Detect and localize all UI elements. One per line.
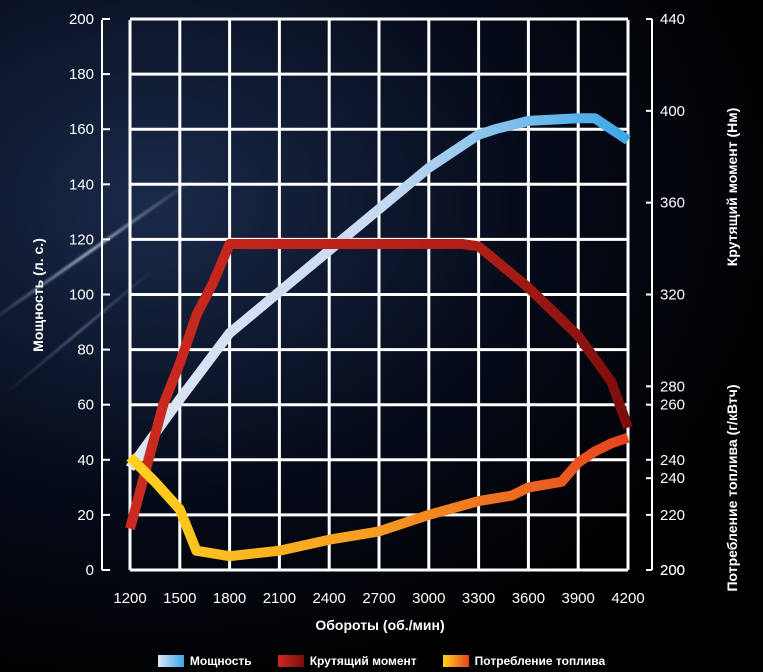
x-axis-tick-label: 3900 (562, 590, 595, 607)
left-axis-tick-label: 60 (77, 397, 94, 414)
right-bottom-axis-title: Потребление топлива (г/кВтч) (724, 384, 740, 591)
legend-label-torque: Крутящий момент (309, 654, 417, 668)
right-bottom-axis-tick-label: 220 (660, 507, 685, 524)
left-axis-tick-label: 40 (77, 452, 94, 469)
legend-swatch-power (157, 655, 184, 667)
right-top-axis-title: Крутящий момент (Нм) (724, 108, 740, 266)
left-axis-tick-label: 80 (77, 342, 94, 359)
left-axis-title: Мощность (л. с.) (30, 238, 46, 352)
left-axis-tick-label: 200 (69, 11, 94, 28)
x-axis-tick-label: 3300 (462, 590, 495, 607)
left-axis-tick-label: 100 (69, 287, 94, 304)
right-top-axis-tick-label: 400 (660, 103, 685, 120)
right-top-axis-tick-label: 320 (660, 287, 685, 304)
legend-swatch-torque (277, 655, 304, 667)
legend-item-power: Мощность (157, 652, 252, 670)
series-line-fuel (126, 433, 630, 562)
x-axis-tick-label: 2400 (313, 590, 346, 607)
x-axis-tick-label: 2700 (362, 590, 395, 607)
left-axis-tick-label: 160 (69, 121, 94, 138)
performance-chart: 0 20 40 60 80 100 120 140 160 180 200 200 240 280 320 3… (30, 11, 740, 633)
legend-label-fuel: Потребление топлива (474, 654, 606, 668)
x-axis-tick-label: 2100 (263, 590, 296, 607)
right-bottom-axis-tick-label: 260 (660, 397, 685, 414)
left-axis-tick-label: 140 (69, 176, 94, 193)
legend-item-torque: Крутящий момент (277, 652, 417, 670)
left-axis-tick-label: 120 (69, 231, 94, 248)
legend-label-power: Мощность (189, 654, 252, 668)
right-top-axis-tick-label: 280 (660, 378, 685, 395)
series-lines (125, 113, 633, 562)
x-axis-tick-label: 1800 (213, 590, 246, 607)
tick-labels: 0 20 40 60 80 100 120 140 160 180 200 200 240 280 320 3… (69, 11, 685, 607)
legend-item-fuel: Потребление топлива (442, 652, 606, 670)
x-axis-tick-label: 3600 (512, 590, 545, 607)
x-axis-tick-label: 1200 (113, 590, 146, 607)
left-axis-tick-label: 0 (86, 562, 94, 579)
left-axis-tick-label: 20 (77, 507, 94, 524)
series-line-torque (125, 239, 633, 530)
right-bottom-axis-tick-label: 200 (660, 562, 685, 579)
right-bottom-axis-tick-label: 240 (660, 452, 685, 469)
series-line-power (125, 113, 631, 472)
right-top-axis-tick-label: 440 (660, 11, 685, 28)
axes (101, 18, 653, 571)
left-axis-tick-label: 180 (69, 66, 94, 83)
right-top-axis-tick-label: 200 (660, 562, 685, 579)
x-axis-tick-label: 3000 (412, 590, 445, 607)
legend-swatch-fuel (442, 655, 469, 667)
legend: Мощность Крутящий момент Потребление топ… (0, 652, 763, 670)
x-axis-tick-label: 1500 (163, 590, 196, 607)
x-axis-tick-label: 4200 (611, 590, 644, 607)
x-axis-title: Обороты (об./мин) (315, 617, 444, 633)
right-top-axis-tick-label: 240 (660, 470, 685, 487)
right-top-axis-tick-label: 360 (660, 195, 685, 212)
